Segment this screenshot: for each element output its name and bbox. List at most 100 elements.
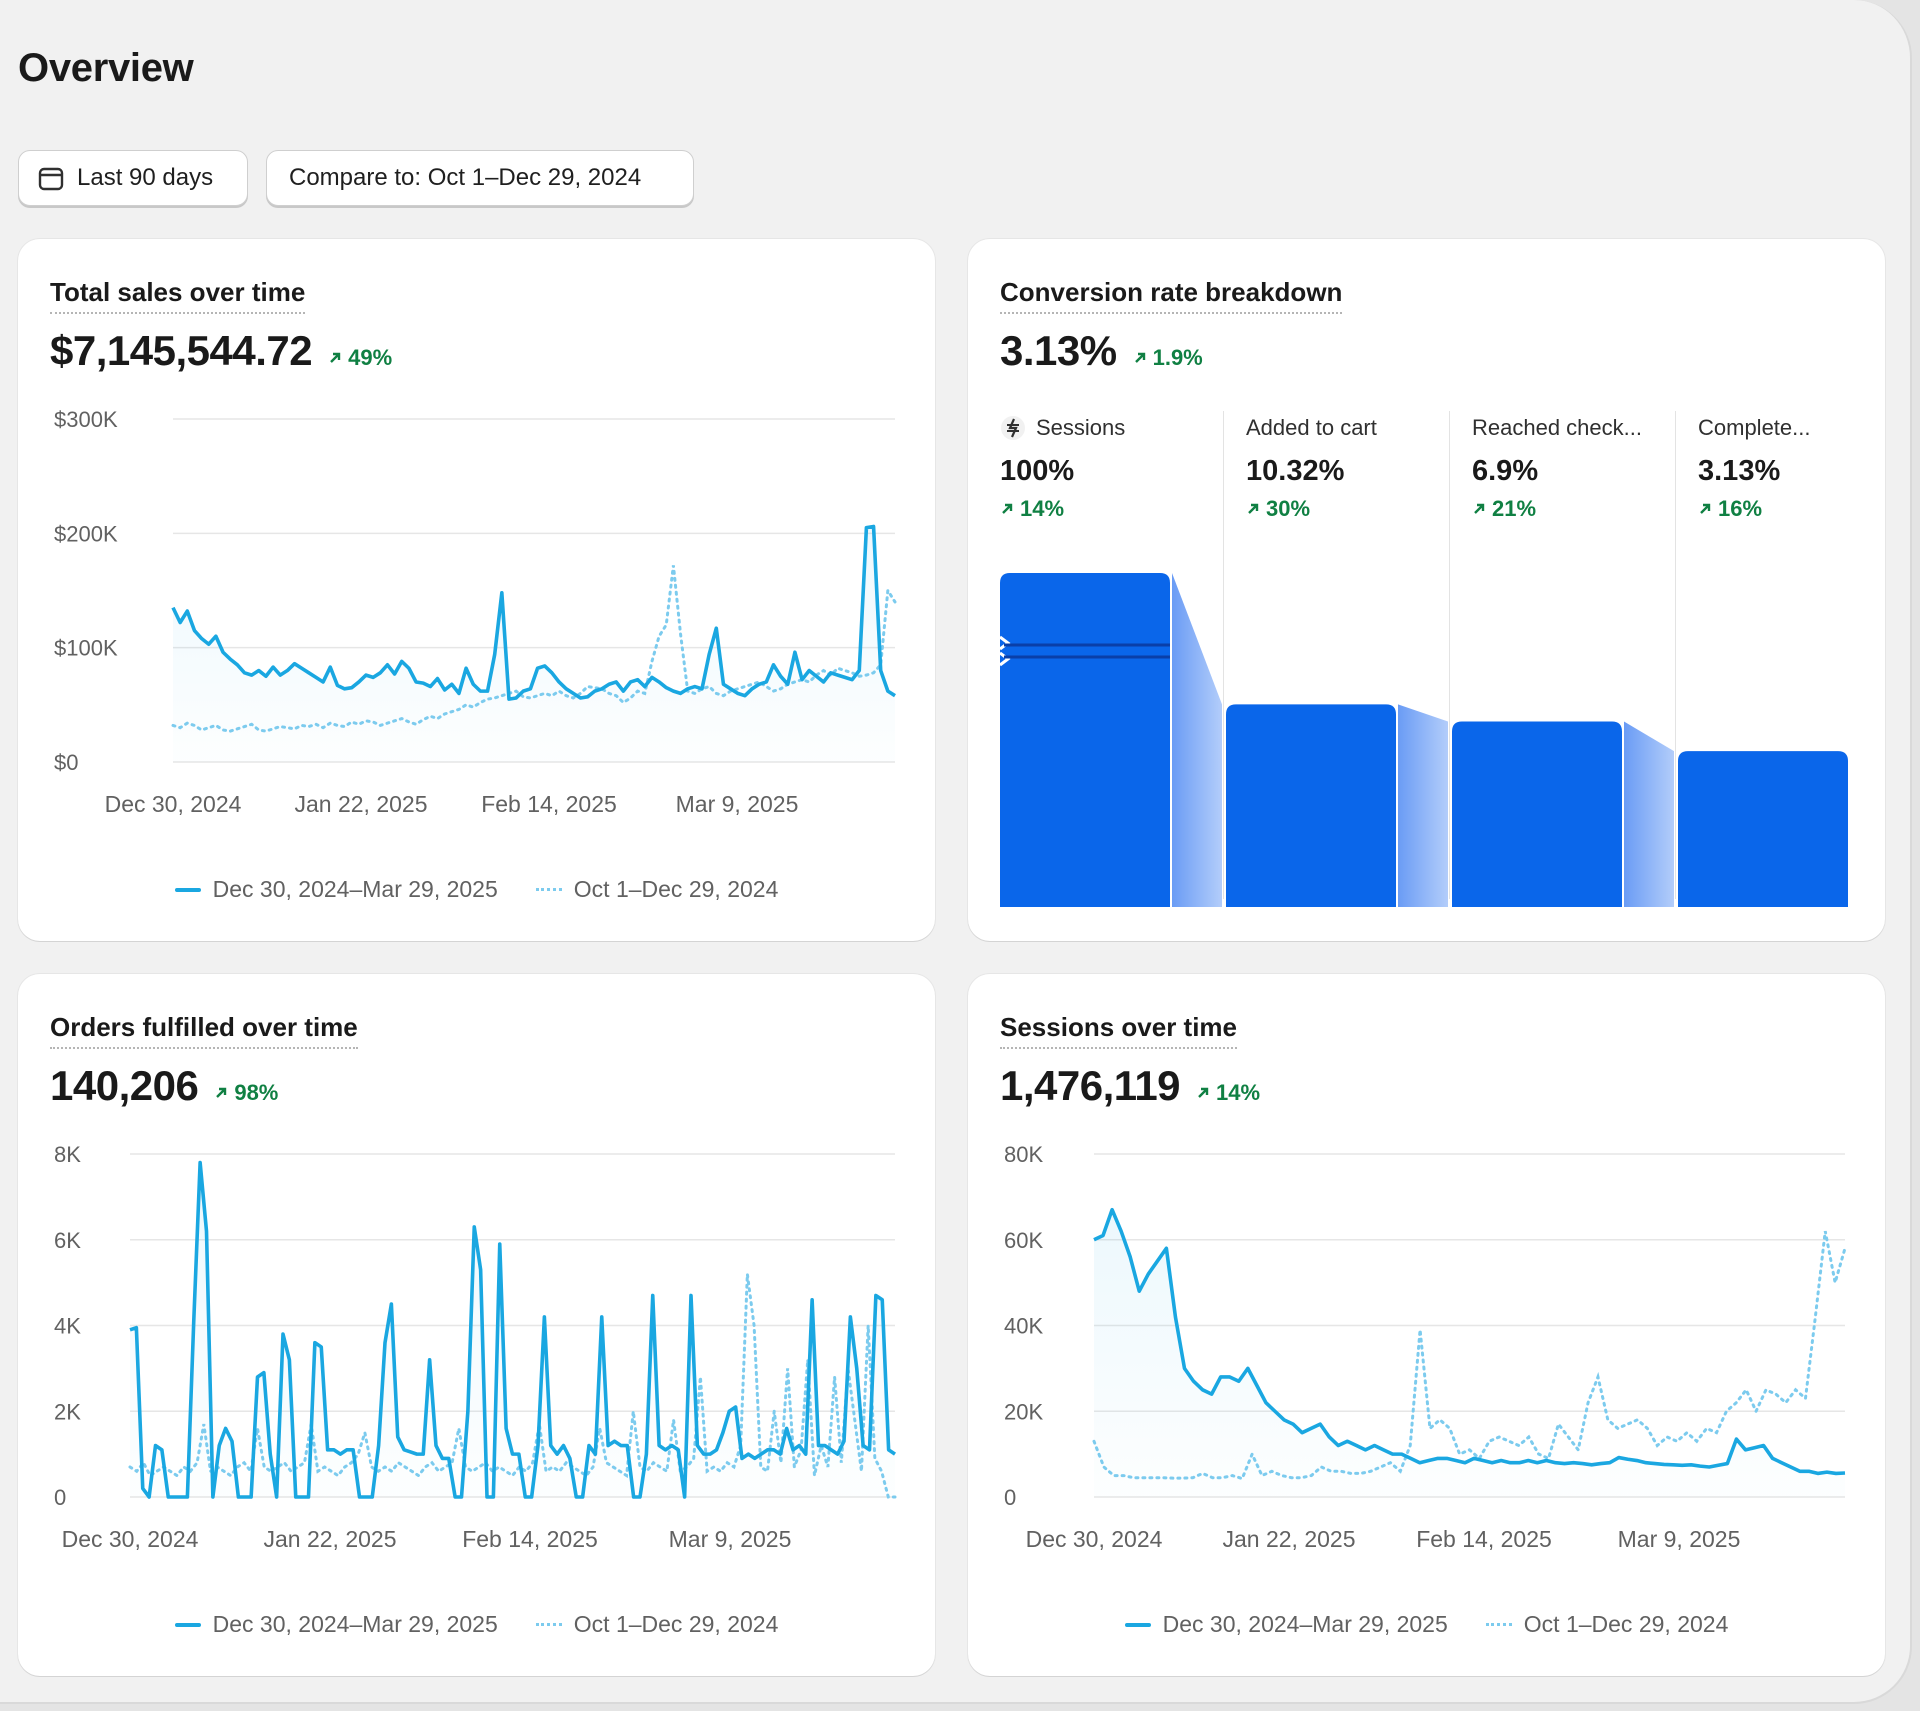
legend-swatch-dotted: [535, 888, 562, 891]
funnel-divider: [1675, 411, 1676, 899]
series-line-previous: [128, 1273, 897, 1499]
funnel-step-name: Added to cart: [1246, 415, 1377, 440]
legend-swatch-solid: [1124, 1622, 1151, 1627]
compare-button[interactable]: Compare to: Oct 1–Dec 29, 2024: [266, 150, 694, 206]
funnel-step-reached-checkout[interactable]: Reached check... 6.9% 21%: [1472, 415, 1642, 522]
metric-change-value: 14%: [1216, 1080, 1261, 1105]
funnel-divider: [1223, 411, 1224, 899]
card-title[interactable]: Orders fulfilled over time: [50, 1012, 358, 1049]
card-title[interactable]: Total sales over time: [50, 277, 306, 314]
conversion-rate-card: Conversion rate breakdown 3.13% 1.9% Ses…: [968, 239, 1885, 941]
sessions-line-chart: 0 20K 40K 60K 80K Dec 30, 2024 Jan 22, 2025 Feb…: [1004, 1142, 1847, 1552]
x-tick-label: Dec 30, 2024: [1026, 1526, 1163, 1552]
legend-item-current[interactable]: Dec 30, 2024–Mar 29, 2025: [174, 876, 498, 903]
date-range-button[interactable]: Last 90 days: [18, 150, 248, 206]
funnel-bar: [1226, 704, 1396, 907]
funnel-step-label: Added to cart: [1246, 415, 1377, 441]
y-tick-label: 6K: [54, 1228, 81, 1253]
metric-value: $7,145,544.72: [50, 327, 313, 374]
funnel-step-name: Reached check...: [1472, 415, 1642, 440]
sales-line-chart: $0 $100K $200K $300K Dec 30, 2024 Jan 22, 202…: [54, 407, 897, 817]
metric-change-value: 98%: [234, 1080, 279, 1105]
funnel-step-sessions[interactable]: Sessions 100% 14%: [1000, 415, 1125, 522]
arrow-up-right-icon: [1134, 352, 1145, 363]
card-title[interactable]: Conversion rate breakdown: [1000, 277, 1343, 314]
legend-label: Dec 30, 2024–Mar 29, 2025: [1162, 1611, 1448, 1637]
sessions-icon: [1001, 416, 1025, 440]
legend-item-current[interactable]: Dec 30, 2024–Mar 29, 2025: [174, 1611, 498, 1638]
funnel-step-label: Reached check...: [1472, 415, 1642, 441]
arrow-up-right-icon: [1248, 503, 1259, 514]
series-line-current: [129, 1160, 897, 1499]
funnel-step-name: Complete...: [1698, 415, 1811, 440]
funnel-step-label: Complete...: [1698, 415, 1811, 441]
funnel-step-change: 30%: [1246, 496, 1377, 522]
series-line-current: [171, 524, 896, 701]
series-line-current: [1093, 1207, 1846, 1476]
arrow-up-right-icon: [330, 352, 341, 363]
funnel-divider: [1449, 411, 1450, 899]
funnel-connector: [1624, 721, 1674, 907]
metric-change: 1.9%: [1133, 345, 1203, 371]
x-tick-label: Jan 22, 2025: [1222, 1526, 1355, 1552]
total-sales-card: Total sales over time $7,145,544.72 49% …: [18, 239, 935, 941]
funnel-step-value: 10.32%: [1246, 455, 1345, 487]
x-tick-label: Feb 14, 2025: [481, 791, 617, 817]
x-tick-label: Feb 14, 2025: [1416, 1526, 1552, 1552]
series-line-previous: [171, 565, 897, 733]
chart-legend: Dec 30, 2024–Mar 29, 2025 Oct 1–Dec 29, …: [18, 876, 935, 903]
orders-line-chart: 0 2K 4K 6K 8K Dec 30, 2024 Jan 22, 2025 Feb 14,…: [54, 1142, 897, 1552]
legend-item-previous[interactable]: Oct 1–Dec 29, 2024: [535, 1611, 778, 1638]
x-tick-label: Mar 9, 2025: [676, 791, 799, 817]
arrow-up-right-icon: [1198, 1087, 1209, 1098]
x-tick-label: Dec 30, 2024: [105, 791, 242, 817]
legend-label: Oct 1–Dec 29, 2024: [1523, 1611, 1729, 1637]
funnel-step-name: Sessions: [1036, 415, 1126, 440]
legend-item-previous[interactable]: Oct 1–Dec 29, 2024: [535, 876, 779, 903]
metric-change: 98%: [214, 1080, 278, 1106]
x-tick-label: Jan 22, 2025: [294, 791, 427, 817]
x-tick-label: Feb 14, 2025: [462, 1526, 598, 1552]
y-tick-label: 2K: [54, 1399, 81, 1424]
metric-row: 1,476,119 14%: [1000, 1062, 1260, 1110]
y-tick-label: 8K: [54, 1142, 81, 1167]
funnel-step-change-value: 30%: [1266, 496, 1311, 521]
arrow-up-right-icon: [1474, 503, 1485, 514]
funnel-step-change-value: 16%: [1718, 496, 1763, 521]
legend-item-current[interactable]: Dec 30, 2024–Mar 29, 2025: [1124, 1611, 1448, 1638]
legend-label: Dec 30, 2024–Mar 29, 2025: [212, 1611, 498, 1637]
series-area: [130, 1162, 895, 1497]
series-area: [1094, 1209, 1845, 1497]
funnel-bar: [1000, 573, 1170, 907]
legend-item-previous[interactable]: Oct 1–Dec 29, 2024: [1485, 1611, 1729, 1638]
arrow-up-right-icon: [216, 1087, 227, 1098]
date-range-label: Last 90 days: [77, 164, 214, 191]
axis-break-icon: [999, 635, 1011, 667]
funnel-step-change-value: 21%: [1492, 496, 1537, 521]
funnel-step-completed[interactable]: Complete... 3.13% 16%: [1698, 415, 1811, 522]
metric-change: 14%: [1196, 1080, 1260, 1106]
card-title[interactable]: Sessions over time: [1000, 1012, 1237, 1049]
legend-label: Dec 30, 2024–Mar 29, 2025: [212, 876, 498, 902]
metric-row: 140,206 98%: [50, 1062, 278, 1110]
x-tick-label: Mar 9, 2025: [669, 1526, 792, 1552]
legend-swatch-dotted: [535, 1623, 562, 1626]
metric-change: 49%: [328, 345, 392, 371]
sessions-card: Sessions over time 1,476,119 14% 0 20K 40K…: [968, 974, 1885, 1676]
y-tick-label: 60K: [1004, 1228, 1043, 1253]
legend-swatch-solid: [174, 887, 201, 892]
chart-legend: Dec 30, 2024–Mar 29, 2025 Oct 1–Dec 29, …: [18, 1611, 935, 1638]
x-tick-label: Mar 9, 2025: [1618, 1526, 1741, 1552]
metric-row: $7,145,544.72 49%: [50, 327, 392, 375]
y-tick-label: $200K: [54, 521, 118, 546]
y-tick-label: 4K: [54, 1314, 81, 1339]
series-line-previous: [1092, 1230, 1847, 1481]
legend-label: Oct 1–Dec 29, 2024: [573, 876, 779, 902]
metric-change-value: 1.9%: [1152, 345, 1203, 370]
y-tick-label: 0: [54, 1485, 66, 1510]
y-tick-label: $300K: [54, 407, 118, 432]
metric-row: 3.13% 1.9%: [1000, 327, 1203, 375]
funnel-step-added-to-cart[interactable]: Added to cart 10.32% 30%: [1246, 415, 1377, 522]
funnel-bar: [1678, 751, 1848, 907]
